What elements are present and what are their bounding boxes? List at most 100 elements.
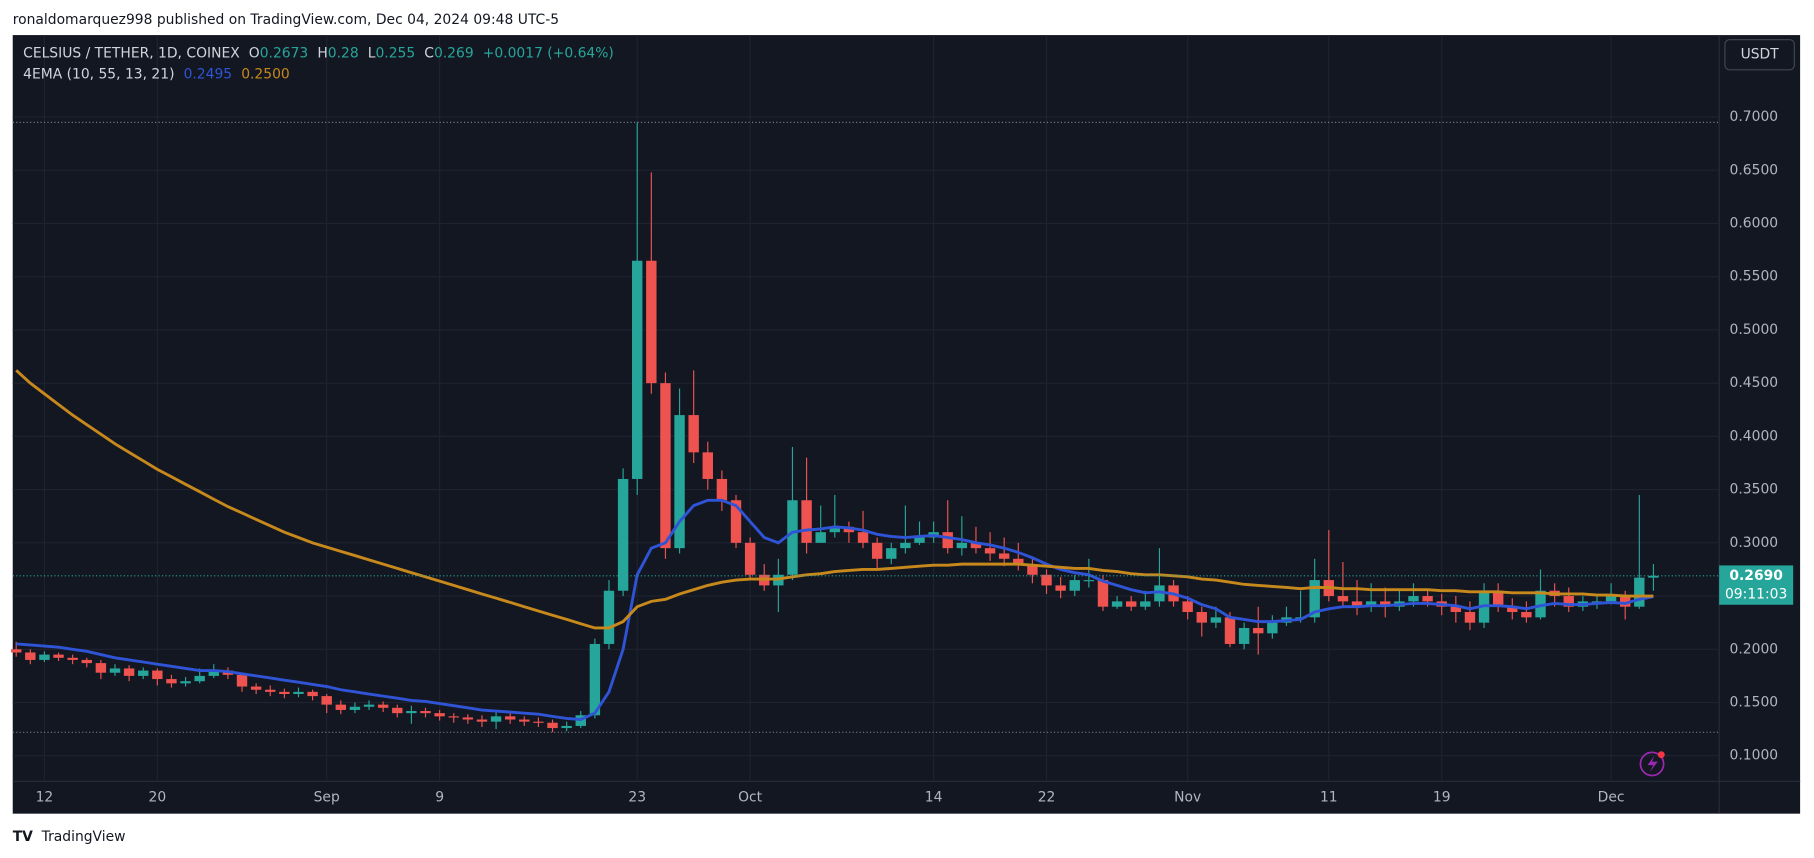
currency[interactable]: USDT — [1741, 47, 1780, 63]
candle-body — [1125, 601, 1137, 607]
x-tick-label: 14 — [925, 789, 943, 805]
x-tick-label: 12 — [36, 789, 54, 805]
candle-body — [476, 719, 488, 722]
candle-body — [1238, 627, 1250, 644]
candle-body — [462, 717, 474, 720]
candle-body — [1055, 585, 1066, 591]
candle-body — [265, 689, 276, 692]
candle-body — [504, 716, 516, 720]
candle-body — [123, 668, 135, 676]
price-label: 0.2690 — [1729, 568, 1783, 584]
candle-body — [1182, 601, 1193, 613]
currency-button[interactable] — [1724, 39, 1795, 71]
candle-body — [250, 686, 262, 690]
candle-body — [81, 659, 92, 664]
symbol: CELSIUS / TETHER, 1D, COINEX — [23, 46, 240, 62]
y-tick-label: 0.3500 — [1730, 482, 1779, 498]
candle-body — [138, 670, 149, 676]
candle-body — [109, 668, 121, 673]
candle-body — [970, 542, 982, 549]
ohlc-value: 0.255 — [375, 46, 415, 62]
ema-line — [15, 369, 1654, 630]
candle-body — [1591, 601, 1603, 603]
candle-body — [617, 478, 629, 591]
ohlc-letter: O — [249, 46, 260, 62]
candle-body — [1196, 612, 1207, 623]
candle-body — [1253, 627, 1264, 634]
candle-body — [434, 713, 445, 717]
y-tick-label: 0.3000 — [1730, 535, 1779, 551]
candle-body — [1154, 585, 1165, 602]
candle-body — [815, 532, 826, 543]
x-tick-label: 23 — [628, 789, 646, 805]
candle-body — [1111, 601, 1123, 607]
y-tick-label: 0.4000 — [1730, 428, 1779, 444]
candle-body — [95, 663, 107, 673]
candle-body — [589, 643, 601, 716]
chart-pane — [12, 35, 1801, 814]
candle-body — [914, 537, 925, 543]
candle-body — [1097, 580, 1109, 607]
candle-body — [1140, 601, 1151, 607]
candle-body — [886, 548, 897, 559]
candle-body — [1267, 622, 1278, 634]
candle-body — [180, 681, 191, 684]
candle-body — [406, 711, 417, 714]
candle-body — [53, 654, 64, 658]
candle-body — [1210, 617, 1222, 623]
candle-body — [1605, 596, 1617, 602]
plot: 0.2690 09:11:03 — [10, 121, 1794, 733]
candle-body — [335, 704, 347, 710]
candle-body — [1027, 564, 1038, 575]
y-tick-label: 0.6000 — [1730, 215, 1779, 231]
candle-body — [236, 674, 248, 687]
footer: TradingView — [41, 829, 126, 845]
ema-line — [16, 498, 1654, 721]
ohlc-value: 0.269 — [434, 46, 474, 62]
x-tick-label: 11 — [1320, 789, 1338, 805]
candle-body — [1563, 596, 1574, 607]
lightning-icon[interactable] — [1639, 751, 1665, 777]
candle-body — [843, 526, 855, 533]
candle-body — [632, 260, 643, 479]
price-label-box — [1719, 565, 1794, 605]
candle-body — [1309, 580, 1320, 618]
candle-body — [646, 260, 657, 384]
x-tick-label: 20 — [149, 789, 167, 805]
candle-body — [1648, 575, 1659, 578]
candle-body — [1013, 558, 1024, 565]
candle-body — [533, 721, 544, 723]
y-tick-label: 0.6500 — [1730, 162, 1779, 178]
candle-body — [1408, 596, 1419, 602]
candle-body — [377, 704, 389, 708]
indicator: 4EMA (10, 55, 13, 21) — [23, 66, 174, 82]
candle-body — [871, 542, 883, 559]
candle-body — [490, 716, 502, 722]
candle-body — [448, 716, 459, 718]
ohlc-value: 0.28 — [328, 46, 359, 62]
ohlc-letter: H — [317, 46, 327, 62]
candle-body — [1535, 590, 1546, 618]
indicator-value: 0.2500 — [241, 66, 290, 82]
candle-body — [1365, 601, 1377, 607]
candle-body — [1351, 601, 1363, 607]
indicator-value: 0.2495 — [184, 66, 233, 82]
indicator-line: 4EMA (10, 55, 13, 21) 0.2495 0.2500 — [23, 66, 290, 82]
x-tick-label: 9 — [435, 789, 444, 805]
candle-body — [166, 679, 177, 684]
candle-body — [1634, 577, 1645, 607]
candle-body — [829, 526, 841, 533]
attribution: ronaldomarquez998 published on TradingVi… — [13, 12, 559, 28]
x-tick-label: 19 — [1433, 789, 1451, 805]
candle-body — [1337, 596, 1349, 602]
y-tick-label: 0.1000 — [1730, 748, 1779, 764]
x-tick-label: Dec — [1598, 789, 1625, 805]
candle-body — [420, 711, 431, 714]
candle-body — [660, 383, 671, 549]
candle-body — [1507, 606, 1518, 613]
candle-body — [1069, 580, 1080, 591]
candle-body — [194, 675, 205, 682]
candle-body — [10, 649, 22, 653]
x-tick-label: Sep — [314, 789, 340, 805]
candle-body — [321, 696, 332, 705]
